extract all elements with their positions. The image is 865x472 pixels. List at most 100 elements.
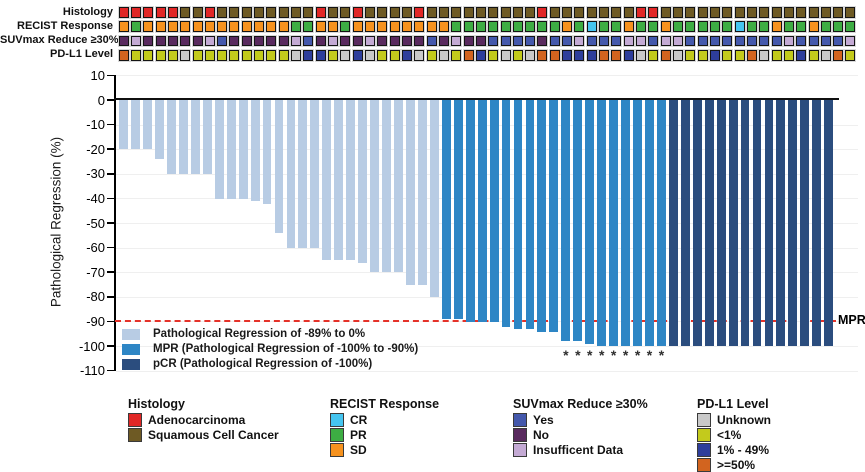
track-cell [697, 49, 708, 61]
gridline [116, 124, 858, 126]
bar [597, 100, 607, 347]
track-cell [438, 49, 449, 61]
bar [358, 100, 368, 263]
gridline [116, 173, 858, 175]
track-cell [315, 7, 326, 18]
track-cell [697, 7, 708, 18]
bar [776, 100, 786, 347]
track-cell [525, 21, 536, 32]
track-cell [796, 7, 807, 18]
track-cell [562, 7, 573, 18]
track-cell [488, 7, 499, 18]
track-cell [636, 35, 647, 47]
track-cell [549, 21, 560, 32]
legend-label: SD [350, 443, 367, 457]
track-cell [241, 49, 252, 61]
track-cell [155, 49, 166, 61]
legend-title: RECIST Response [330, 397, 440, 411]
bar-legend-swatch-light [122, 329, 140, 340]
track-cell [611, 35, 622, 47]
y-tick-label: -10 [86, 117, 105, 133]
track-cell [352, 21, 363, 32]
mpr-threshold-line [115, 320, 836, 323]
bar [131, 100, 141, 150]
track-cell [192, 7, 203, 18]
track-cell [328, 35, 339, 47]
bar [155, 100, 164, 160]
track-cell [759, 49, 770, 61]
track-cell [759, 7, 770, 18]
track-cell [525, 7, 536, 18]
bar [668, 100, 678, 347]
y-tick-label: -50 [86, 215, 105, 231]
track-cell [118, 49, 129, 61]
track-cell [130, 21, 141, 32]
track-cell [808, 35, 819, 47]
track-cell [586, 7, 597, 18]
legend-title: SUVmax Reduce ≥30% [513, 397, 648, 411]
legend-label: 1% - 49% [717, 443, 770, 457]
track-cell [426, 7, 437, 18]
track-cell [291, 21, 302, 32]
track-cell [254, 35, 265, 47]
track-cell [365, 21, 375, 32]
track-cell [562, 49, 573, 61]
track-cell [167, 49, 178, 61]
track-cell [303, 21, 314, 32]
track-cell [586, 49, 597, 61]
legend-swatch [697, 428, 711, 442]
track-cell [488, 21, 499, 32]
bar [346, 100, 356, 261]
bar [178, 100, 188, 175]
track-cell [328, 7, 339, 18]
track-cell [833, 35, 844, 47]
bar [465, 100, 475, 322]
track-cell [180, 21, 191, 32]
track-cell [463, 49, 474, 61]
bar [262, 100, 272, 204]
y-tick-mark [106, 296, 115, 298]
y-tick-mark [106, 173, 115, 175]
track-cell [377, 21, 388, 32]
track-cell [389, 21, 400, 32]
track-cell [574, 21, 585, 32]
significance-asterisk: * [610, 347, 617, 363]
track-cell [709, 49, 720, 61]
track-cell [217, 21, 228, 32]
y-tick-mark [106, 123, 115, 126]
track-cell [217, 7, 228, 18]
track-cell [130, 7, 141, 18]
track-cell [180, 49, 191, 61]
track-cell [808, 21, 819, 32]
track-label-suvmax: SUVmax Reduce ≥30% [0, 34, 119, 47]
track-cell [808, 49, 819, 61]
significance-asterisk: * [587, 347, 593, 363]
track-cell [389, 7, 400, 18]
track-cell [204, 21, 215, 32]
legend-swatch [697, 443, 711, 457]
track-cell [673, 7, 683, 18]
track-cell [204, 7, 215, 18]
track-cell [845, 7, 856, 18]
bar [656, 100, 666, 347]
bar [238, 100, 248, 199]
track-cell [611, 49, 622, 61]
bar [143, 100, 152, 150]
track-cell [525, 49, 536, 61]
track-cell [340, 35, 351, 47]
track-cell [401, 35, 412, 47]
track-cell [734, 35, 745, 47]
bar [561, 100, 571, 342]
track-cell [796, 49, 807, 61]
track-cell [254, 21, 265, 32]
track-cell [574, 7, 585, 18]
bar [680, 100, 690, 347]
legend-label: >=50% [717, 458, 756, 472]
bar [429, 100, 439, 298]
track-cell [636, 7, 647, 18]
legend-swatch [128, 413, 142, 427]
track-cell [599, 49, 610, 61]
track-cell [734, 21, 745, 32]
y-tick-label: -110 [79, 363, 105, 379]
track-cell [845, 35, 856, 47]
